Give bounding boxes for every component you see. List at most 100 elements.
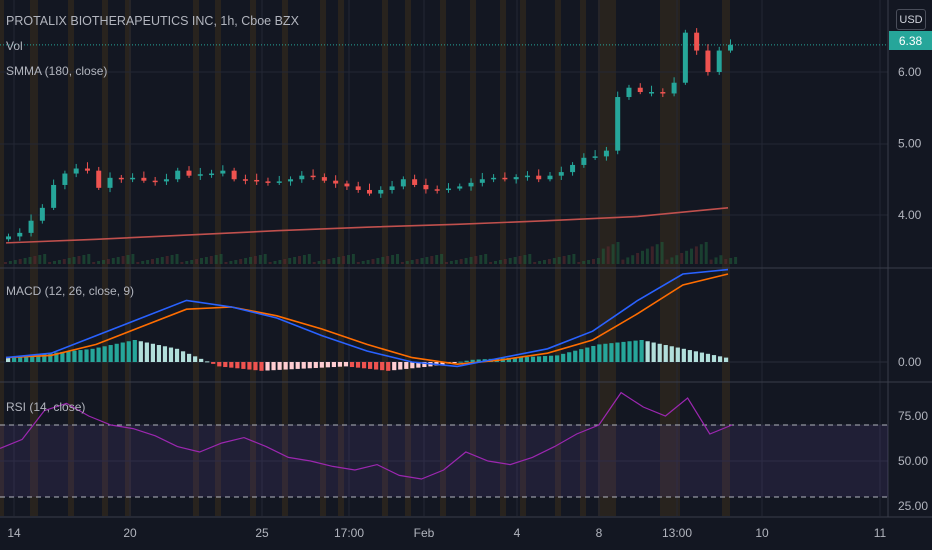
macd-histogram-bar: [398, 362, 403, 370]
macd-histogram-bar: [54, 352, 59, 362]
rsi-tick-label: 25.00: [898, 499, 928, 513]
volume-bar: [410, 260, 414, 264]
volume-bar: [278, 260, 282, 264]
volume-bar: [312, 262, 316, 264]
volume-bar: [699, 244, 703, 264]
macd-histogram-bar: [573, 350, 578, 362]
volume-bar: [283, 259, 287, 264]
macd-histogram-bar: [162, 346, 168, 362]
candle: [265, 181, 271, 183]
macd-histogram-bar: [512, 357, 517, 362]
candle: [671, 82, 677, 94]
volume-bar: [572, 254, 576, 264]
candle: [615, 97, 621, 151]
volume-bar: [694, 246, 698, 264]
volume-bar: [317, 261, 321, 264]
macd-histogram-bar: [711, 355, 717, 362]
macd-histogram-bar: [355, 362, 361, 368]
volume-bar: [660, 242, 664, 264]
volume-bar: [62, 259, 66, 264]
volume-bar: [543, 260, 546, 264]
macd-histogram-bar: [271, 362, 276, 371]
volume-bar: [523, 255, 527, 264]
volume-bar: [155, 258, 159, 264]
volume-bar: [253, 256, 257, 264]
macd-histogram-bar: [90, 348, 95, 362]
session-band: [660, 0, 680, 516]
macd-tick-label: 0.00: [898, 355, 922, 369]
macd-histogram-bar: [639, 340, 644, 362]
volume-bar: [347, 255, 350, 264]
session-band: [382, 0, 388, 516]
macd-histogram-bar: [380, 362, 385, 371]
volume-bar: [405, 261, 409, 264]
volume-bar: [724, 259, 728, 264]
session-band: [470, 0, 476, 516]
volume-bar: [729, 258, 733, 264]
candle: [163, 179, 169, 182]
macd-label[interactable]: MACD (12, 26, close, 9): [6, 284, 135, 298]
macd-histogram-bar: [705, 353, 711, 362]
candle: [310, 175, 316, 178]
candle: [637, 87, 643, 93]
vol-label[interactable]: Vol: [6, 39, 23, 53]
macd-histogram-bar: [307, 362, 312, 369]
macd-line: [5, 268, 729, 368]
volume-bar: [229, 261, 233, 264]
volume-bar: [337, 257, 341, 264]
volume-bar: [57, 260, 61, 264]
volume-bar: [415, 259, 419, 264]
volume-bar: [440, 254, 444, 264]
volume-bar: [464, 258, 468, 264]
volume-bar: [136, 262, 140, 264]
candle: [152, 180, 158, 183]
candle: [412, 179, 418, 185]
macd-histogram-bar: [555, 355, 560, 362]
candle: [682, 32, 688, 83]
session-band: [215, 0, 221, 516]
volume-bar: [650, 246, 654, 264]
candle: [378, 189, 384, 194]
candle: [558, 172, 564, 176]
candle: [6, 236, 11, 240]
macd-histogram-bar: [114, 343, 119, 362]
last-price-tag: 6.38: [889, 31, 932, 50]
macd-histogram-bar: [108, 345, 113, 362]
macd-histogram-bar: [313, 362, 318, 368]
macd-histogram-bar: [603, 343, 608, 362]
volume-bar: [175, 254, 179, 264]
macd-histogram-bar: [144, 342, 149, 362]
candle: [389, 186, 395, 190]
candle: [333, 180, 339, 184]
volume-bar: [734, 257, 738, 264]
candle: [197, 174, 203, 176]
macd-histogram-bar: [66, 351, 71, 362]
volume-bar: [298, 256, 301, 264]
volume-bar: [195, 259, 199, 264]
candle: [28, 220, 34, 233]
currency-button[interactable]: USD: [896, 9, 926, 30]
volume-bar: [469, 257, 473, 264]
candle: [536, 175, 542, 180]
volume-bar: [38, 255, 42, 264]
chart-title: PROTALIX BIOTHERAPEUTICS INC, 1h, Cboe B…: [6, 14, 299, 28]
macd-histogram-bar: [374, 362, 379, 370]
time-tick-label: 13:00: [662, 526, 692, 540]
macd-histogram-bar: [60, 351, 65, 362]
candle: [716, 50, 722, 72]
candle: [231, 170, 237, 180]
macd-histogram-bar: [241, 362, 246, 369]
macd-histogram-bar: [6, 357, 11, 362]
macd-histogram-bar: [615, 342, 620, 362]
volume-bar: [273, 261, 277, 264]
macd-histogram-bar: [168, 347, 174, 362]
macd-histogram-bar: [325, 362, 330, 368]
volume-bar: [307, 254, 311, 264]
rsi-label[interactable]: RSI (14, close): [6, 400, 86, 414]
session-band: [500, 0, 506, 516]
smma-label[interactable]: SMMA (180, close): [6, 64, 108, 78]
candle: [62, 173, 68, 185]
macd-histogram-bar: [422, 362, 427, 368]
macd-histogram-bar: [319, 362, 324, 368]
volume-bar: [631, 255, 635, 264]
